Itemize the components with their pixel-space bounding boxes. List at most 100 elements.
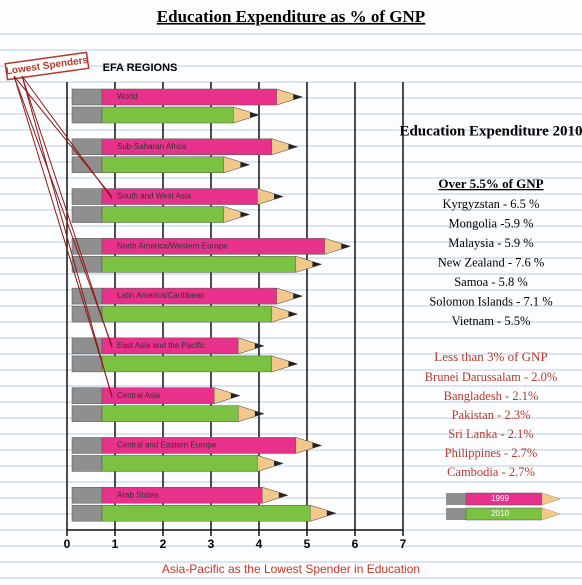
pencil-wood [276,88,304,106]
pencil-eraser [71,437,103,454]
sidebar-item: Kyrgyzstan - 6.5 % [443,197,540,211]
pencil-wood [223,206,251,223]
pencil-lead [240,211,250,218]
x-tick-label: 0 [64,537,71,551]
pencil-bar [101,504,337,522]
callout-line [21,75,113,199]
callout-box [4,51,90,81]
callout-line [13,75,113,396]
pencil-wood [295,255,323,273]
pencil-lead [326,510,336,516]
pencil-wood [223,156,251,174]
pencil-lead [278,492,288,498]
legend-eraser [446,508,466,520]
pencil-bar [101,256,323,273]
x-tick-label: 1 [112,537,119,551]
category-label: Central Asia [117,391,161,400]
sidebar-heading: Over 5.5% of GNP [438,176,543,191]
pencil-lead [293,94,303,100]
pencil-bar [101,305,299,323]
pencil-eraser [71,504,103,522]
pencil-lead [341,243,351,250]
pencil-wood [271,138,299,156]
pencil-eraser [71,405,103,422]
pencil-lead [312,261,322,268]
x-tick-label: 3 [208,537,215,551]
pencil-lead [250,112,259,118]
pencil-eraser [71,206,103,223]
pencil-bar [101,455,284,472]
sidebar-item: Vietnam - 5.5% [452,314,531,328]
category-label: Central and Eastern Europe [117,441,217,450]
pencil-eraser [71,355,103,373]
legend-label: 2010 [491,509,509,518]
sidebar-item: Solomon Islands - 7.1 % [429,294,552,308]
pencil-lead [230,392,240,399]
x-tick-label: 7 [400,537,407,551]
pencil-lead [274,460,283,467]
callout-line [21,75,113,349]
sidebar-item: Pakistan - 2.3% [452,408,531,422]
pencil-lead [240,162,250,168]
legend-eraser [446,493,466,505]
sidebar-item: New Zealand - 7.6 % [438,255,545,269]
pencil-eraser [71,106,103,124]
pencil-lead [274,193,283,200]
category-label: Sub-Saharan Africa [117,142,187,151]
pencil-wood [257,188,284,205]
pencil-wood [237,337,265,355]
legend-label: 1999 [491,494,509,503]
pencil-lead [288,144,298,150]
callout-line [13,75,113,347]
category-label: World [117,92,138,101]
sidebar-item: Mongolia -5.9 % [448,216,533,230]
chart-title: Education Expenditure as % of GNP [157,7,425,26]
sidebar-heading: Less than 3% of GNP [434,349,547,364]
legend-tip [542,508,560,520]
sidebar-item: Brunei Darussalam - 2.0% [425,370,558,384]
pencil-wood [324,237,352,255]
category-label: South and West Asia [117,192,192,201]
category-label: Arab States [117,490,159,499]
pencil-lead [288,361,298,367]
sidebar-item: Cambodia - 2.7% [447,465,535,479]
pencil-wood [233,106,260,124]
pencil-wood [257,455,284,472]
pencil-eraser [71,188,103,205]
sidebar-item: Sri Lanka - 2.1% [448,427,533,441]
pencil-wood [261,486,289,504]
category-label: East Asia and the Pacific [117,341,205,350]
caption: Asia-Pacific as the Lowest Spender in Ed… [162,562,420,576]
pencil-wood [237,405,265,423]
x-tick-label: 2 [160,537,167,551]
pencil-eraser [71,387,103,404]
sidebar-item: Samoa - 5.8 % [454,275,528,289]
pencil-lead [293,293,303,299]
pencil-wood [295,437,323,454]
pencil-wood [309,504,337,522]
axis-heading: EFA REGIONS [103,62,178,74]
x-tick-label: 6 [352,537,359,551]
sidebar-item: Malaysia - 5.9 % [448,236,533,250]
pencil-eraser [71,287,103,305]
pencil-lead [288,311,298,317]
pencil-wood [213,387,241,405]
pencil-eraser [71,486,103,504]
pencil-eraser [71,455,103,472]
pencil-wood [271,355,299,373]
pencil-lead [254,410,264,417]
pencil-eraser [71,88,103,106]
pencil-lead [254,343,264,349]
callout-line [21,75,113,398]
pencil-wood [271,305,299,323]
legend-tip [542,493,560,505]
category-label: Latin America/Caribbean [117,291,205,300]
pencil-bar [101,355,299,373]
x-tick-label: 4 [256,537,263,551]
sidebar-item: Bangladesh - 2.1% [444,389,539,403]
pencil-lead [312,442,322,449]
category-label: North America/Western Europe [117,241,228,250]
sidebar-item: Philippines - 2.7% [445,446,538,460]
x-tick-label: 5 [304,537,311,551]
